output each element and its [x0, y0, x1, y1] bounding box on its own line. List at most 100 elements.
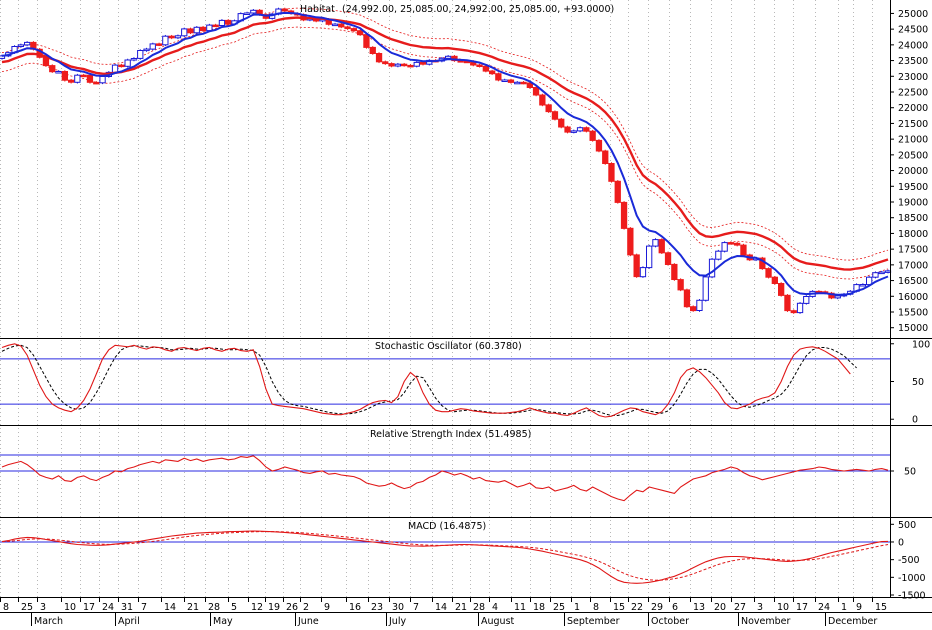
- day-tick-label: 6: [672, 602, 678, 613]
- candle-down: [80, 74, 87, 78]
- candle-down: [633, 254, 640, 278]
- candle-up: [796, 302, 804, 314]
- month-label: June: [297, 616, 319, 626]
- candle-up: [834, 295, 841, 299]
- day-tick-label: 28: [208, 602, 220, 613]
- candle-down: [727, 242, 735, 245]
- candle-up: [413, 61, 420, 67]
- candle-down: [602, 150, 609, 164]
- candle-down: [507, 79, 515, 83]
- day-tick-label: 23: [371, 602, 383, 613]
- day-tick-label: 9: [856, 602, 862, 613]
- candle-up: [702, 276, 709, 301]
- candle-down: [589, 130, 596, 141]
- month-label: May: [213, 616, 233, 626]
- candle-up: [181, 28, 188, 37]
- candle-down: [225, 19, 232, 25]
- day-tick-label: 15: [875, 602, 887, 613]
- candle-down: [482, 65, 490, 72]
- month-label: November: [741, 616, 791, 626]
- candle-down: [419, 61, 427, 65]
- day-tick-label: 31: [121, 602, 133, 613]
- candle-down: [734, 242, 741, 246]
- day-tick-label: 15: [613, 602, 625, 613]
- candle-up: [514, 81, 521, 85]
- candle-down: [564, 126, 571, 133]
- candle-down: [790, 310, 797, 314]
- macd-tick-label: 0: [898, 537, 904, 548]
- candle-down: [118, 64, 125, 68]
- price-tick-label: 21000: [898, 135, 928, 146]
- price-tick-label: 16000: [898, 292, 928, 303]
- candle-down: [740, 244, 747, 256]
- candle-down: [407, 64, 414, 68]
- candle-up: [206, 24, 213, 32]
- candle-up: [708, 258, 716, 278]
- price-tick-label: 17000: [898, 260, 928, 271]
- candle-up: [884, 270, 892, 273]
- price-tick-label: 23000: [898, 72, 928, 83]
- candle-down: [765, 268, 772, 278]
- candle-down: [671, 263, 678, 280]
- candle-down: [683, 289, 691, 308]
- day-tick-label: 21: [455, 602, 467, 613]
- candle-up: [193, 26, 200, 34]
- labels-layer: Habitat (24,992.00, 25,085.00, 24,992.00…: [300, 4, 614, 532]
- day-tick-label: 5: [231, 602, 237, 613]
- day-tick-label: 3: [40, 602, 46, 613]
- panel-frames: [0, 0, 932, 613]
- stochastic-k-line: [1, 343, 851, 418]
- candle-down: [369, 46, 376, 55]
- day-tick-label: 14: [435, 602, 447, 613]
- price-tick-label: 25000: [898, 9, 928, 20]
- candle-up: [721, 242, 728, 252]
- candle-down: [771, 276, 779, 285]
- candle-down: [155, 43, 163, 46]
- candle-up: [55, 71, 62, 74]
- month-label: December: [828, 616, 877, 626]
- candle-down: [778, 283, 785, 296]
- day-tick-label: 30: [392, 602, 404, 613]
- day-tick-label: 1: [841, 602, 847, 613]
- stochastic-title: Stochastic Oscillator (60.3780): [375, 341, 522, 352]
- stochastic-d-line: [1, 344, 857, 416]
- candle-up: [174, 35, 182, 39]
- day-tick-label: 17: [796, 602, 808, 613]
- candle-up: [872, 272, 879, 278]
- candle-up: [243, 12, 251, 15]
- day-tick-label: 3: [757, 602, 763, 613]
- day-tick-label: 17: [83, 602, 95, 613]
- candle-down: [620, 201, 628, 229]
- rsi-tick-label: 50: [904, 467, 916, 478]
- price-chart-title: Habitat: [300, 4, 335, 15]
- candle-up: [715, 250, 722, 260]
- candle-up: [878, 271, 885, 275]
- candle-down: [338, 23, 345, 28]
- price-tick-label: 24000: [898, 40, 928, 51]
- macd-tick-label: -500: [898, 555, 920, 566]
- day-tick-label: 26: [286, 602, 298, 613]
- price-tick-label: 21500: [898, 119, 928, 130]
- candle-up: [17, 44, 25, 48]
- day-tick-label: 4: [492, 602, 498, 613]
- candle-up: [331, 23, 339, 27]
- candle-down: [627, 227, 634, 256]
- day-tick-label: 24: [102, 602, 114, 613]
- day-tick-label: 8: [593, 602, 599, 613]
- candle-down: [551, 111, 559, 120]
- candle-down: [526, 82, 534, 88]
- candle-up: [162, 35, 169, 46]
- day-tick-label: 10: [777, 602, 789, 613]
- candle-down: [86, 74, 94, 83]
- price-tick-label: 22000: [898, 103, 928, 114]
- day-tick-label: 13: [693, 602, 705, 613]
- price-tick-label: 20500: [898, 150, 928, 161]
- rsi-title: Relative Strength Index (51.4985): [370, 429, 531, 440]
- stochastic-tick-label: 100: [912, 339, 930, 350]
- month-label: April: [118, 616, 140, 626]
- day-tick-label: 10: [64, 602, 76, 613]
- candle-down: [212, 24, 219, 28]
- indicator-lines: [0, 343, 890, 584]
- candle-down: [489, 70, 496, 75]
- candle-down: [199, 26, 207, 32]
